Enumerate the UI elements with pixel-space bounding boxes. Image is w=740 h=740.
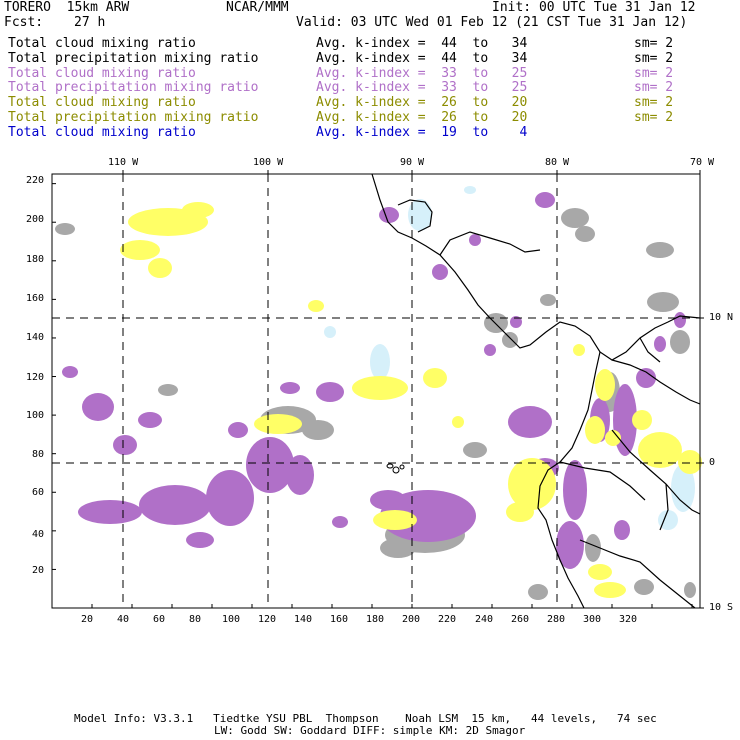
lon-label-90w: 90 W	[400, 157, 425, 168]
graticule	[52, 174, 700, 608]
y-tick-label: 180	[25, 254, 44, 265]
fcst-label: Fcst:	[4, 15, 44, 30]
y-tick-label: 100	[25, 410, 44, 421]
legend-field-6: Total precipitation mixing ratio	[8, 110, 259, 125]
init-time: Init: 00 UTC Tue 31 Jan 12	[492, 0, 696, 15]
y-tick-label: 80	[31, 449, 44, 460]
model-info-line2: LW: Godd SW: Goddard DIFF: simple KM: 2D…	[214, 724, 526, 737]
lon-label-110w: 110 W	[108, 157, 139, 168]
legend-field-1: Total cloud mixing ratio	[8, 36, 196, 51]
x-tick-label: 160	[330, 614, 349, 625]
galapagos-islands	[386, 463, 405, 474]
legend-field-4: Total precipitation mixing ratio	[8, 80, 259, 95]
bottom-ticks	[91, 604, 693, 608]
x-tick-label: 320	[619, 614, 638, 625]
yellow-fields	[120, 202, 702, 598]
legend-stat-1: Avg. k-index = 44 to 34	[316, 36, 528, 51]
lon-label-70w: 70 W	[690, 157, 715, 168]
lat-label-10s: 10 S	[709, 602, 734, 613]
legend-sm-4: sm= 2	[634, 80, 674, 95]
x-tick-label: 40	[117, 614, 130, 625]
fcst-value: 27 h	[74, 15, 106, 30]
x-tick-label: 100	[222, 614, 241, 625]
x-tick-label: 220	[438, 614, 457, 625]
legend-sm-3: sm= 2	[634, 66, 674, 81]
forecast-fields	[55, 186, 702, 600]
x-tick-label: 60	[153, 614, 166, 625]
legend-stat-4: Avg. k-index = 33 to 25	[316, 80, 528, 95]
left-ticks	[52, 183, 56, 570]
legend-stat-2: Avg. k-index = 44 to 34	[316, 51, 528, 66]
lon-label-80w: 80 W	[545, 157, 570, 168]
legend-field-3: Total cloud mixing ratio	[8, 66, 196, 81]
right-ticks	[700, 317, 704, 609]
legend-stat-3: Avg. k-index = 33 to 25	[316, 66, 528, 81]
top-ticks	[122, 170, 701, 174]
x-tick-label: 260	[511, 614, 530, 625]
model-info-line1: Model Info: V3.3.1 Tiedtke YSU PBL Thomp…	[74, 712, 657, 725]
gray-cloud-fields	[55, 208, 696, 600]
x-tick-label: 140	[294, 614, 313, 625]
x-tick-label: 180	[366, 614, 385, 625]
coastlines	[371, 173, 701, 609]
x-tick-label: 300	[583, 614, 602, 625]
lightblue-fields	[324, 186, 695, 530]
y-tick-label: 200	[25, 214, 44, 225]
y-tick-label: 20	[31, 565, 44, 576]
legend-sm-2: sm= 2	[634, 51, 674, 66]
legend-stat-6: Avg. k-index = 26 to 20	[316, 110, 528, 125]
valid-time: Valid: 03 UTC Wed 01 Feb 12 (21 CST Tue …	[296, 15, 688, 30]
legend-sm-5: sm= 2	[634, 95, 674, 110]
x-tick-label: 240	[475, 614, 494, 625]
lon-label-100w: 100 W	[253, 157, 284, 168]
lat-label-10n: 10 N	[709, 312, 734, 323]
x-tick-label: 20	[81, 614, 94, 625]
y-tick-label: 120	[25, 372, 44, 383]
org-label: NCAR/MMM	[226, 0, 289, 15]
map-frame	[51, 173, 701, 609]
y-tick-label: 40	[31, 529, 44, 540]
y-tick-label: 160	[25, 293, 44, 304]
x-tick-label: 200	[402, 614, 421, 625]
lat-label-0: 0	[709, 457, 716, 468]
legend-sm-1: sm= 2	[634, 36, 674, 51]
x-tick-label: 280	[547, 614, 566, 625]
y-tick-label: 140	[25, 332, 44, 343]
legend-field-5: Total cloud mixing ratio	[8, 95, 196, 110]
model-name: TORERO 15km ARW	[4, 0, 130, 15]
purple-fields	[62, 192, 686, 569]
x-tick-label: 120	[258, 614, 277, 625]
y-tick-label: 220	[25, 175, 44, 186]
y-tick-label: 60	[31, 487, 44, 498]
legend-sm-6: sm= 2	[634, 110, 674, 125]
legend-stat-7: Avg. k-index = 19 to 4	[316, 125, 528, 140]
legend-field-2: Total precipitation mixing ratio	[8, 51, 259, 66]
x-tick-label: 80	[189, 614, 202, 625]
legend-stat-5: Avg. k-index = 26 to 20	[316, 95, 528, 110]
legend-field-7: Total cloud mixing ratio	[8, 125, 196, 140]
